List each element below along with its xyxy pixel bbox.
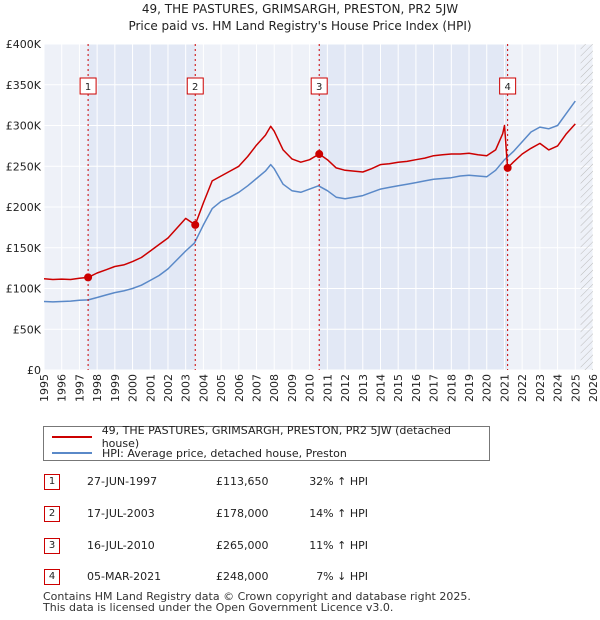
legend-swatch-price-paid <box>52 436 92 438</box>
sale-hpi-change: 7% ↓ HPI <box>316 570 368 583</box>
legend-swatch-hpi <box>52 452 92 454</box>
x-tick-label: 2018 <box>445 374 458 402</box>
x-tick-label: 2017 <box>428 374 441 402</box>
x-tick-label: 2024 <box>552 374 565 402</box>
legend-item-hpi: HPI: Average price, detached house, Pres… <box>52 445 347 461</box>
x-tick-label: 2014 <box>374 374 387 402</box>
sale-hpi-change: 32% ↑ HPI <box>309 475 368 488</box>
sale-number-badge: 3 <box>44 538 60 554</box>
x-tick-label: 2009 <box>286 374 299 402</box>
footer-line-licence: This data is licensed under the Open Gov… <box>43 601 394 614</box>
x-tick-label: 2012 <box>339 374 352 402</box>
x-tick-label: 2016 <box>410 374 423 402</box>
y-tick-label: £400K <box>6 38 42 51</box>
x-tick-label: 1996 <box>56 374 69 402</box>
sale-number-badge: 4 <box>44 569 60 585</box>
sale-date: 05-MAR-2021 <box>87 570 162 583</box>
sale-price: £113,650 <box>216 475 269 488</box>
sale-row: 2 17-JUL-2003 £178,000 14% ↑ HPI <box>43 506 463 522</box>
sale-point <box>191 220 200 229</box>
sale-marker-box <box>186 77 204 95</box>
price-chart: 49, THE PASTURES, GRIMSARGH, PRESTON, PR… <box>6 2 600 402</box>
sale-row: 1 27-JUN-1997 £113,650 32% ↑ HPI <box>43 474 463 490</box>
legend-item-price-paid: 49, THE PASTURES, GRIMSARGH, PRESTON, PR… <box>52 424 489 450</box>
x-tick-label: 2020 <box>481 374 494 402</box>
sale-date: 27-JUN-1997 <box>87 475 158 488</box>
sale-marker-label: 3 <box>316 82 322 93</box>
sale-price: £248,000 <box>216 570 269 583</box>
sale-marker-label: 2 <box>192 82 198 93</box>
chart-subtitle: Price paid vs. HM Land Registry's House … <box>128 19 471 33</box>
sale-date: 17-JUL-2003 <box>87 507 155 520</box>
sale-point <box>503 163 512 172</box>
y-tick-label: £50K <box>13 323 42 336</box>
x-tick-label: 2025 <box>569 374 582 402</box>
sale-number-badge: 2 <box>44 506 60 522</box>
x-tick-label: 2001 <box>144 374 157 402</box>
price-paid-line <box>44 123 576 281</box>
x-tick-label: 2002 <box>162 374 175 402</box>
x-tick-label: 2006 <box>233 374 246 402</box>
sale-price: £265,000 <box>216 539 269 552</box>
sale-marker-box <box>310 77 328 95</box>
x-tick-label: 2013 <box>357 374 370 402</box>
sale-row: 4 05-MAR-2021 £248,000 7% ↓ HPI <box>43 569 463 585</box>
y-tick-label: £100K <box>6 283 42 296</box>
legend-label-hpi: HPI: Average price, detached house, Pres… <box>102 446 347 460</box>
y-tick-label: £300K <box>6 120 42 133</box>
x-tick-label: 2007 <box>251 374 264 402</box>
y-tick-label: £350K <box>6 79 42 92</box>
y-tick-label: £150K <box>6 242 42 255</box>
x-tick-label: 2011 <box>321 374 334 402</box>
x-tick-label: 1998 <box>91 374 104 402</box>
x-tick-label: 2008 <box>268 374 281 402</box>
x-tick-label: 2000 <box>127 374 140 402</box>
x-tick-label: 2021 <box>498 374 511 402</box>
x-tick-label: 2004 <box>197 374 210 402</box>
chart-legend: 49, THE PASTURES, GRIMSARGH, PRESTON, PR… <box>43 424 490 461</box>
chart-title: 49, THE PASTURES, GRIMSARGH, PRESTON, PR… <box>142 2 458 16</box>
y-tick-label: £200K <box>6 201 42 214</box>
sale-hpi-change: 14% ↑ HPI <box>309 507 368 520</box>
x-tick-label: 1995 <box>38 374 51 402</box>
forecast-hatch-region <box>580 44 593 370</box>
sale-number-badge: 1 <box>44 474 60 490</box>
sale-row: 3 16-JUL-2010 £265,000 11% ↑ HPI <box>43 538 463 554</box>
y-tick-label: £0 <box>27 364 41 377</box>
sale-marker-box <box>499 77 517 95</box>
sale-marker-box <box>79 77 97 95</box>
sale-marker-label: 4 <box>504 82 510 93</box>
footer-attribution: Contains HM Land Registry data © Crown c… <box>43 591 471 613</box>
x-tick-label: 2023 <box>534 374 547 402</box>
hpi-line <box>44 100 576 303</box>
x-tick-label: 2005 <box>215 374 228 402</box>
y-tick-label: £250K <box>6 160 42 173</box>
sale-marker-label: 1 <box>85 82 91 93</box>
x-tick-label: 2015 <box>392 374 405 402</box>
legend-label-price-paid: 49, THE PASTURES, GRIMSARGH, PRESTON, PR… <box>101 424 451 450</box>
x-tick-label: 2003 <box>180 374 193 402</box>
sale-date: 16-JUL-2010 <box>87 539 155 552</box>
x-tick-label: 2022 <box>516 374 529 402</box>
x-tick-label: 1997 <box>73 374 86 402</box>
x-tick-label: 2010 <box>304 374 317 402</box>
x-tick-label: 2019 <box>463 374 476 402</box>
sale-hpi-change: 11% ↑ HPI <box>309 539 368 552</box>
sale-point <box>315 150 324 159</box>
footer-line-copyright: Contains HM Land Registry data © Crown c… <box>43 590 471 603</box>
x-tick-label: 2026 <box>587 374 600 402</box>
x-tick-label: 1999 <box>109 374 122 402</box>
sale-point <box>84 273 93 282</box>
sale-price: £178,000 <box>216 507 269 520</box>
